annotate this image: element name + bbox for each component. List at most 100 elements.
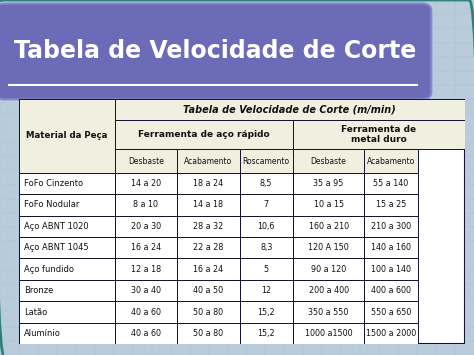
Text: 160 a 210: 160 a 210 bbox=[309, 222, 349, 231]
Text: Ferramenta de
metal duro: Ferramenta de metal duro bbox=[341, 125, 416, 144]
Bar bbox=[115, 215, 177, 237]
Text: Latão: Latão bbox=[24, 308, 47, 317]
Bar bbox=[115, 237, 177, 258]
Text: 100 a 140: 100 a 140 bbox=[371, 265, 411, 274]
Text: 28 a 32: 28 a 32 bbox=[193, 222, 223, 231]
Text: Ferramenta de aço rápido: Ferramenta de aço rápido bbox=[138, 130, 270, 139]
Text: FoFo Cinzento: FoFo Cinzento bbox=[24, 179, 83, 188]
Bar bbox=[177, 258, 239, 280]
Bar bbox=[177, 323, 239, 344]
Bar bbox=[293, 301, 364, 323]
Text: 15 a 25: 15 a 25 bbox=[376, 200, 406, 209]
FancyBboxPatch shape bbox=[0, 4, 431, 99]
Bar bbox=[177, 280, 239, 301]
Bar bbox=[293, 194, 364, 215]
Bar bbox=[177, 149, 239, 173]
Bar bbox=[115, 173, 177, 194]
Text: 1500 a 2000: 1500 a 2000 bbox=[366, 329, 416, 338]
Text: 120 A 150: 120 A 150 bbox=[308, 243, 349, 252]
Bar bbox=[293, 323, 364, 344]
Text: 14 a 18: 14 a 18 bbox=[193, 200, 223, 209]
Text: Acabamento: Acabamento bbox=[367, 157, 415, 165]
Text: 10 a 15: 10 a 15 bbox=[314, 200, 344, 209]
Text: 50 a 80: 50 a 80 bbox=[193, 329, 223, 338]
Bar bbox=[293, 173, 364, 194]
Bar bbox=[293, 215, 364, 237]
Text: 5: 5 bbox=[264, 265, 269, 274]
Bar bbox=[364, 258, 418, 280]
Bar bbox=[19, 215, 115, 237]
Text: 18 a 24: 18 a 24 bbox=[193, 179, 223, 188]
Bar bbox=[115, 149, 177, 173]
Text: Aço ABNT 1045: Aço ABNT 1045 bbox=[24, 243, 89, 252]
Bar bbox=[293, 237, 364, 258]
Text: 210 a 300: 210 a 300 bbox=[371, 222, 411, 231]
Bar bbox=[239, 323, 293, 344]
Bar bbox=[19, 194, 115, 215]
Text: 55 a 140: 55 a 140 bbox=[374, 179, 409, 188]
Bar bbox=[239, 237, 293, 258]
Text: 40 a 50: 40 a 50 bbox=[193, 286, 223, 295]
Bar bbox=[115, 280, 177, 301]
Text: FoFo Nodular: FoFo Nodular bbox=[24, 200, 80, 209]
Text: 90 a 120: 90 a 120 bbox=[311, 265, 346, 274]
Bar bbox=[19, 280, 115, 301]
Text: 20 a 30: 20 a 30 bbox=[131, 222, 161, 231]
Bar bbox=[364, 237, 418, 258]
Text: 22 a 28: 22 a 28 bbox=[193, 243, 224, 252]
Text: 16 a 24: 16 a 24 bbox=[193, 265, 223, 274]
Text: 550 a 650: 550 a 650 bbox=[371, 308, 411, 317]
Text: 12: 12 bbox=[261, 286, 271, 295]
Text: Roscamento: Roscamento bbox=[243, 157, 290, 165]
Text: 350 a 550: 350 a 550 bbox=[309, 308, 349, 317]
Text: 16 a 24: 16 a 24 bbox=[131, 243, 161, 252]
Text: 8,3: 8,3 bbox=[260, 243, 273, 252]
Bar bbox=[364, 323, 418, 344]
Text: 15,2: 15,2 bbox=[257, 308, 275, 317]
Text: 50 a 80: 50 a 80 bbox=[193, 308, 223, 317]
Bar bbox=[293, 149, 364, 173]
Bar bbox=[293, 120, 465, 149]
Bar bbox=[177, 215, 239, 237]
Bar bbox=[19, 258, 115, 280]
Text: 14 a 20: 14 a 20 bbox=[131, 179, 161, 188]
Bar bbox=[293, 258, 364, 280]
Bar bbox=[239, 149, 293, 173]
Bar bbox=[239, 215, 293, 237]
Text: Aço ABNT 1020: Aço ABNT 1020 bbox=[24, 222, 89, 231]
Text: 12 a 18: 12 a 18 bbox=[131, 265, 161, 274]
Text: Tabela de Velocidade de Corte: Tabela de Velocidade de Corte bbox=[14, 39, 417, 64]
Text: 200 a 400: 200 a 400 bbox=[309, 286, 349, 295]
Text: 7: 7 bbox=[264, 200, 269, 209]
Bar bbox=[115, 323, 177, 344]
Bar bbox=[115, 120, 293, 149]
Text: Alumínio: Alumínio bbox=[24, 329, 61, 338]
Bar bbox=[364, 194, 418, 215]
Bar bbox=[115, 194, 177, 215]
Bar bbox=[115, 258, 177, 280]
Text: 1000 a1500: 1000 a1500 bbox=[305, 329, 353, 338]
Bar bbox=[239, 173, 293, 194]
Bar bbox=[115, 99, 465, 120]
Bar bbox=[19, 173, 115, 194]
Text: 140 a 160: 140 a 160 bbox=[371, 243, 411, 252]
Bar bbox=[364, 173, 418, 194]
Text: 15,2: 15,2 bbox=[257, 329, 275, 338]
Bar bbox=[115, 301, 177, 323]
Bar bbox=[19, 99, 115, 173]
Bar bbox=[364, 301, 418, 323]
Text: 8 a 10: 8 a 10 bbox=[134, 200, 158, 209]
Text: Desbaste: Desbaste bbox=[310, 157, 346, 165]
Bar bbox=[177, 301, 239, 323]
Text: Aço fundido: Aço fundido bbox=[24, 265, 74, 274]
Text: Material da Peça: Material da Peça bbox=[26, 131, 108, 141]
Bar bbox=[19, 323, 115, 344]
Bar bbox=[239, 280, 293, 301]
Bar bbox=[293, 280, 364, 301]
Text: 40 a 60: 40 a 60 bbox=[131, 329, 161, 338]
Text: Bronze: Bronze bbox=[24, 286, 54, 295]
Bar bbox=[177, 173, 239, 194]
Bar bbox=[19, 301, 115, 323]
Bar bbox=[239, 301, 293, 323]
Bar bbox=[239, 194, 293, 215]
